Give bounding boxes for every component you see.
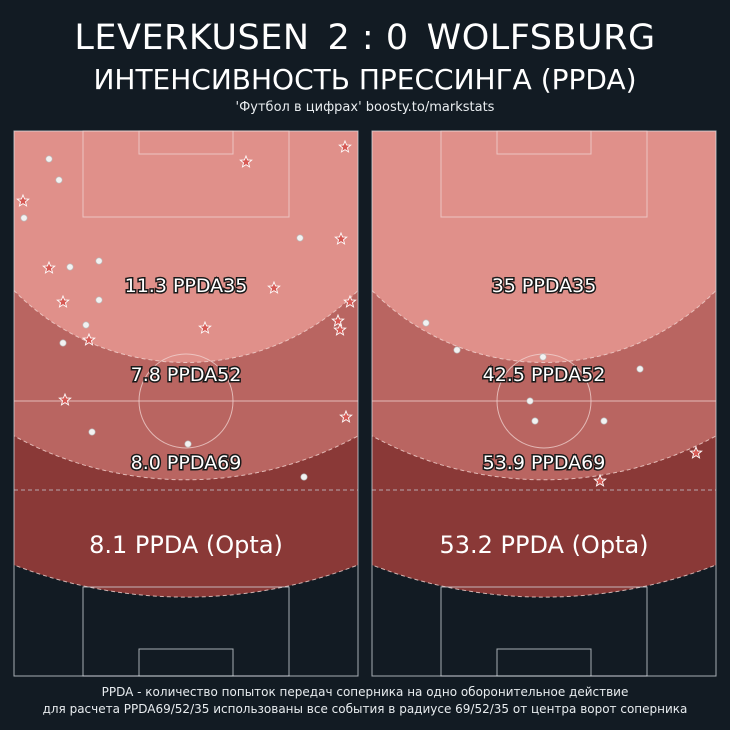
- action-dot: [83, 322, 89, 328]
- opta-ppda-label: 53.2 PPDA (Opta): [439, 531, 648, 559]
- zone-label-ppda52: 7.8 PPDA52: [131, 364, 242, 386]
- action-dot: [532, 418, 538, 424]
- action-dot: [21, 215, 27, 221]
- action-dot: [454, 347, 460, 353]
- action-dot: [96, 258, 102, 264]
- action-dot: [423, 320, 429, 326]
- bottom-penalty-box: [83, 587, 289, 676]
- action-dot: [540, 354, 546, 360]
- zone-ppda35: [0, 0, 428, 363]
- action-dot: [67, 264, 73, 270]
- footnote: PPDA - количество попыток передач соперн…: [0, 684, 730, 718]
- action-dot: [60, 340, 66, 346]
- bottom-penalty-box: [441, 587, 647, 676]
- zone-label-ppda69: 8.0 PPDA69: [131, 452, 242, 474]
- zone-label-ppda52: 42.5 PPDA52: [483, 364, 606, 386]
- zone-label-ppda35: 35 PPDA35: [492, 275, 597, 297]
- action-dot: [185, 441, 191, 447]
- action-dot: [89, 429, 95, 435]
- zone-ppda35: [303, 0, 730, 363]
- zone-label-ppda69: 53.9 PPDA69: [483, 452, 606, 474]
- footnote-line-2: для расчета PPDA69/52/35 использованы вс…: [0, 701, 730, 718]
- bottom-goal-box: [497, 649, 591, 676]
- action-dot: [301, 474, 307, 480]
- footnote-line-1: PPDA - количество попыток передач соперн…: [0, 684, 730, 701]
- bottom-goal-box: [139, 649, 233, 676]
- zone-label-ppda35: 11.3 PPDA35: [125, 275, 248, 297]
- action-dot: [527, 398, 533, 404]
- opta-ppda-label: 8.1 PPDA (Opta): [89, 531, 283, 559]
- action-dot: [297, 235, 303, 241]
- action-dot: [637, 366, 643, 372]
- action-dot: [56, 177, 62, 183]
- action-dot: [96, 297, 102, 303]
- action-dot: [601, 418, 607, 424]
- action-dot: [46, 156, 52, 162]
